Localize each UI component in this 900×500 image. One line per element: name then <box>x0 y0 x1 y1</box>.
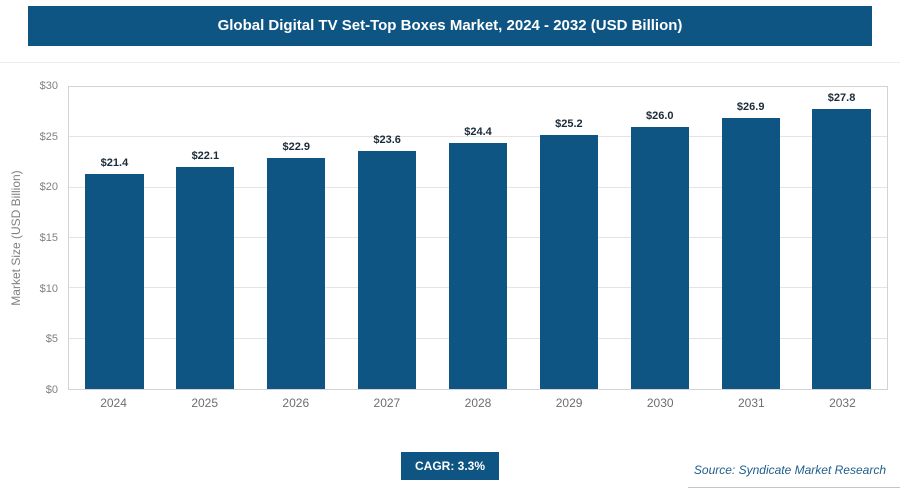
cagr-label: CAGR: 3.3% <box>414 459 486 473</box>
y-tick-label: $5 <box>45 333 58 346</box>
x-axis-label: 2032 <box>829 396 856 410</box>
cagr-badge: CAGR: 3.3% <box>400 452 500 480</box>
bar-group-2025: $22.1 <box>160 87 251 389</box>
bar-2028 <box>448 143 508 389</box>
bar-value-label: $22.1 <box>191 149 220 162</box>
bar-value-label: $26.0 <box>646 110 674 123</box>
bar-2025 <box>176 166 235 389</box>
bar-value-label: $26.9 <box>736 101 765 114</box>
bar-2030 <box>630 127 689 389</box>
bar-value-label: $23.6 <box>373 134 401 147</box>
bar-value-label: $21.4 <box>100 156 129 169</box>
bar-group-2030: $26.0 <box>614 87 705 389</box>
gridline <box>69 136 887 138</box>
divider-line <box>0 62 900 63</box>
x-axis-label: 2029 <box>555 396 583 410</box>
plot-area: $21.4 $22.1 $22.9 $23.6 $24.4 $25.2 $26.0 $26.9… <box>68 86 888 390</box>
bar-2026 <box>267 158 326 389</box>
x-axis-label: 2027 <box>373 396 401 410</box>
x-axis-label: 2030 <box>646 396 674 410</box>
bar-group-2027: $23.6 <box>342 87 433 389</box>
bar-group-2032: $27.8 <box>796 87 887 389</box>
y-axis-tick-labels: $0 $5 $10 $15 $20 $25 $30 <box>20 80 62 396</box>
x-axis-label: 2026 <box>282 396 310 410</box>
bar-group-2029: $25.2 <box>523 87 614 389</box>
x-axis-label: 2025 <box>191 396 219 410</box>
y-tick-label: $10 <box>39 282 58 295</box>
bar-group-2031: $26.9 <box>705 87 796 389</box>
bar-2024 <box>85 173 144 389</box>
bar-value-label: $22.9 <box>282 141 310 154</box>
y-tick-label: $0 <box>45 384 58 396</box>
bar-2032 <box>812 109 871 389</box>
y-tick-label: $30 <box>39 80 58 92</box>
source-underline <box>688 487 900 488</box>
y-tick-label: $25 <box>39 130 58 143</box>
x-axis-label: 2031 <box>737 396 765 410</box>
bar-2029 <box>539 135 598 389</box>
bar-2031 <box>721 118 780 389</box>
x-axis-label: 2028 <box>464 396 492 410</box>
y-tick-label: $20 <box>39 181 58 194</box>
source-credit: Source: Syndicate Market Research <box>693 463 886 477</box>
x-axis-labels: 2024 2025 2026 2027 2028 2029 2030 2031 2032 <box>68 396 888 410</box>
chart-title-bar: Global Digital TV Set-Top Boxes Market, … <box>28 6 872 46</box>
bar-value-label: $24.4 <box>464 126 492 139</box>
bar-value-label: $25.2 <box>555 118 583 131</box>
y-tick-label: $15 <box>39 232 58 244</box>
bar-series: $21.4 $22.1 $22.9 $23.6 $24.4 $25.2 $26.0 $26.9… <box>69 87 887 389</box>
x-axis-label: 2024 <box>100 396 127 410</box>
bar-group-2024: $21.4 <box>69 87 160 389</box>
bar-group-2026: $22.9 <box>251 87 342 389</box>
bar-group-2028: $24.4 <box>433 87 524 389</box>
chart-title: Global Digital TV Set-Top Boxes Market, … <box>217 17 683 34</box>
bar-value-label: $27.8 <box>827 92 856 105</box>
bar-2027 <box>358 151 417 389</box>
